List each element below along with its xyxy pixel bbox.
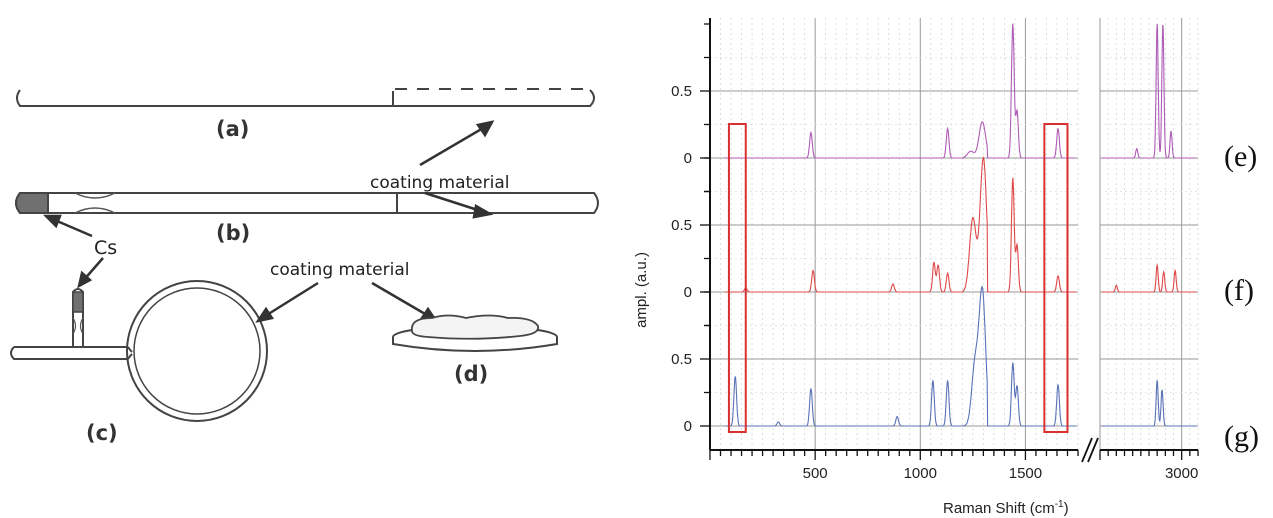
x-tick-label: 1000 <box>904 465 937 482</box>
x-axis-title-main: Raman Shift (cm <box>943 500 1055 517</box>
axis-break-mark-2 <box>1087 437 1099 463</box>
x-tick-label: 500 <box>803 465 828 482</box>
chart-series <box>724 23 1197 427</box>
x-tick-label: 3000 <box>1165 465 1198 482</box>
y-tick-label: 0 <box>684 284 692 301</box>
series-line-2 <box>1101 263 1197 293</box>
schematic-panel: (a) (b) coating material Cs <box>10 88 599 445</box>
series-line-2 <box>724 156 1076 293</box>
x-axis-title-close: ) <box>1064 500 1069 517</box>
chart-labels: 500 1000 1500 3000 0.5 0 0.5 0 0.5 0 <box>671 83 1198 482</box>
x-tick-label: 1500 <box>1009 465 1042 482</box>
x-axis-title-sup: -1 <box>1055 499 1064 510</box>
coating-sample <box>410 314 540 340</box>
cs-ampoule-c <box>72 291 84 313</box>
bulb-inner <box>133 287 261 415</box>
highlight-boxes <box>727 123 1069 433</box>
tube-a <box>16 88 595 107</box>
spectrum-label-f: (f) <box>1224 274 1254 307</box>
spectrum-label-e: (e) <box>1224 140 1257 173</box>
series-line-3 <box>724 285 1076 427</box>
coating-label-bottom: coating material <box>270 260 409 280</box>
cs-ampoule-b <box>15 192 49 214</box>
label-c: (c) <box>86 421 118 445</box>
coating-label-top: coating material <box>370 173 509 193</box>
highlight-box-1 <box>727 123 747 433</box>
label-b: (b) <box>216 221 250 245</box>
label-d: (d) <box>454 362 488 386</box>
y-tick-label: 0.5 <box>671 83 692 100</box>
axis-break-mark-1 <box>1081 437 1093 463</box>
y-tick-label: 0.5 <box>671 217 692 234</box>
cs-arrows <box>42 214 104 289</box>
x-axis-title: Raman Shift (cm-1) <box>943 499 1069 517</box>
y-axis-title: ampl. (a.u.) <box>633 252 650 328</box>
series-line-1 <box>724 23 1076 159</box>
tube-c <box>10 280 268 422</box>
highlight-box-2 <box>1043 123 1069 433</box>
cs-label: Cs <box>94 237 117 259</box>
chart-grid <box>709 18 1199 450</box>
series-line-1 <box>1101 23 1197 159</box>
y-tick-label: 0 <box>684 150 692 167</box>
dish-d <box>392 314 558 352</box>
bulb-outer <box>126 280 268 422</box>
series-line-3 <box>1101 380 1197 427</box>
coating-arrows-bottom <box>255 281 439 323</box>
spectrum-label-g: (g) <box>1224 420 1259 453</box>
chart-axes <box>700 18 1199 463</box>
label-a: (a) <box>216 117 249 141</box>
coating-arrows-top <box>419 120 495 219</box>
tube-b <box>15 192 599 214</box>
y-tick-label: 0.5 <box>671 351 692 368</box>
y-tick-label: 0 <box>684 418 692 435</box>
raman-chart: 500 1000 1500 3000 0.5 0 0.5 0 0.5 0 ampl. (a.u.)… <box>633 18 1259 517</box>
